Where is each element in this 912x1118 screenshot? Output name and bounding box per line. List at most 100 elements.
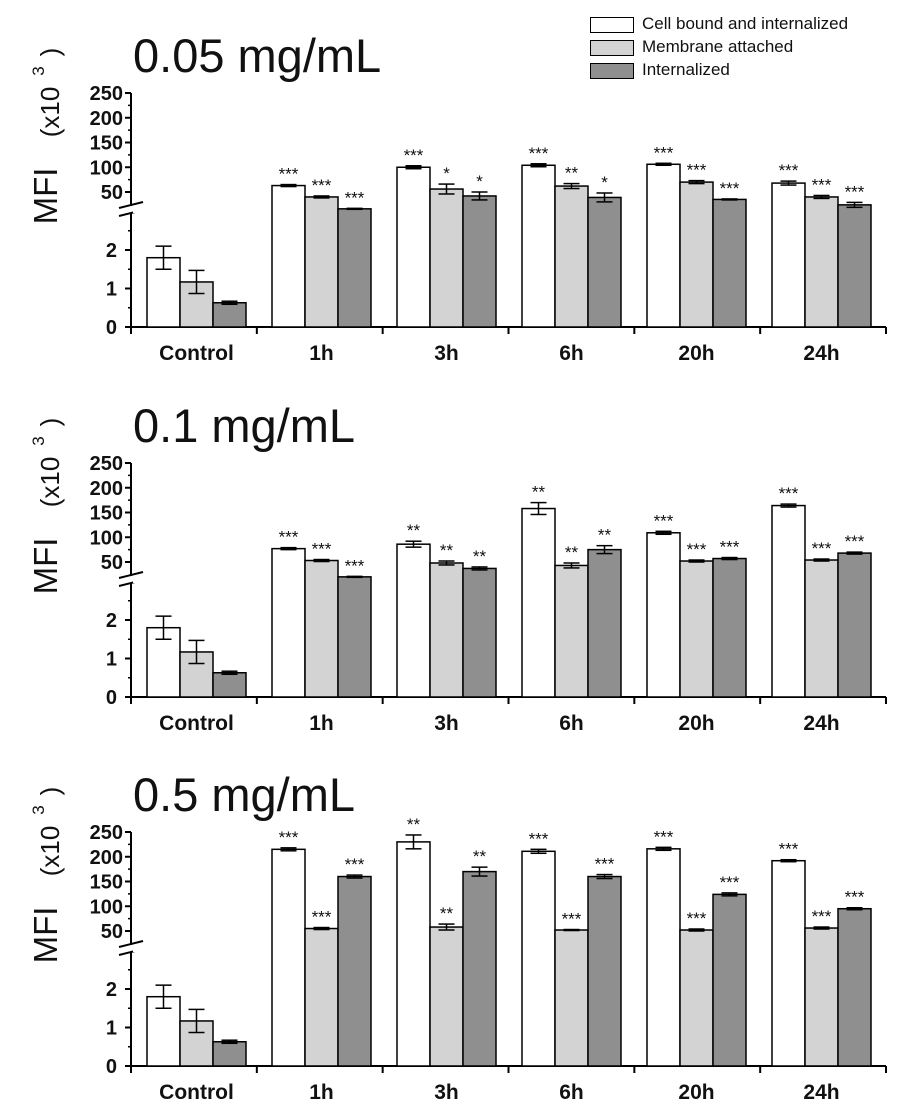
- bar: [304, 927, 339, 1067]
- y-axis-units: (x10: [35, 87, 65, 138]
- bar: [554, 185, 589, 328]
- legend-label: Membrane attached: [642, 37, 794, 56]
- y-tick-label: 100: [90, 527, 123, 549]
- y-tick-label: 250: [90, 822, 123, 844]
- significance-label: ***: [654, 827, 674, 846]
- significance-label: ***: [687, 540, 707, 559]
- x-tick-label: Control: [159, 342, 234, 365]
- bar: [771, 182, 806, 328]
- x-tick-label: 20h: [678, 342, 714, 365]
- bar: [429, 562, 464, 698]
- y-tick-label: 200: [90, 847, 123, 869]
- y-tick-label: 2: [106, 979, 117, 1001]
- bar: [521, 164, 556, 328]
- bar: [396, 166, 431, 328]
- y-axis-exponent: 3: [29, 436, 48, 445]
- bar: [304, 196, 339, 328]
- significance-label: ***: [779, 161, 799, 180]
- y-tick-label: 150: [90, 503, 123, 525]
- significance-label: ***: [720, 538, 740, 557]
- y-tick-label: 2: [106, 240, 117, 262]
- bar: [679, 181, 714, 328]
- x-tick-label: 1h: [309, 342, 334, 365]
- chart-panel: 0.5 mg/mLMFI(x103)50100150200250012Contr…: [27, 768, 887, 1104]
- axis-break-gap: [133, 946, 886, 952]
- significance-label: ***: [345, 188, 365, 207]
- significance-label: **: [440, 904, 454, 923]
- bar: [804, 196, 839, 328]
- x-tick-label: 20h: [678, 1081, 714, 1104]
- bar: [337, 576, 372, 698]
- legend-swatch: [590, 63, 634, 79]
- significance-label: ***: [845, 888, 865, 907]
- y-tick-label: 50: [101, 921, 123, 943]
- significance-label: ***: [654, 511, 674, 530]
- chart-title: 0.05 mg/mL: [133, 29, 381, 82]
- x-tick-label: 3h: [434, 712, 459, 735]
- significance-label: ***: [720, 179, 740, 198]
- bar: [212, 1040, 247, 1067]
- bar: [804, 559, 839, 698]
- y-axis-paren: ): [35, 787, 65, 796]
- bar: [462, 195, 497, 328]
- significance-label: ***: [562, 910, 582, 929]
- bar: [554, 564, 589, 698]
- y-axis-units: (x10: [35, 826, 65, 877]
- axis-break-gap: [133, 577, 886, 583]
- y-tick-label: 1: [106, 1018, 117, 1040]
- significance-label: ***: [779, 484, 799, 503]
- x-tick-label: 3h: [434, 1081, 459, 1104]
- bar: [554, 929, 589, 1067]
- x-tick-label: 1h: [309, 712, 334, 735]
- y-tick-label: 50: [101, 552, 123, 574]
- y-axis-label: MFI: [27, 907, 64, 964]
- x-tick-label: 6h: [559, 1081, 584, 1104]
- chart-panel: 0.1 mg/mLMFI(x103)50100150200250012Contr…: [27, 399, 887, 735]
- axis-break-gap: [133, 207, 886, 213]
- y-axis-units: (x10: [35, 457, 65, 508]
- y-axis-paren: ): [35, 418, 65, 427]
- significance-label: ***: [279, 165, 299, 184]
- bar: [837, 204, 872, 328]
- bar: [396, 543, 431, 698]
- bar: [271, 184, 306, 328]
- bar: [396, 841, 431, 1067]
- significance-label: ***: [312, 176, 332, 195]
- y-tick-label: 150: [90, 133, 123, 155]
- y-tick-label: 250: [90, 83, 123, 105]
- y-tick-label: 0: [106, 1056, 117, 1078]
- chart-title: 0.5 mg/mL: [133, 768, 355, 821]
- significance-label: ***: [845, 532, 865, 551]
- x-tick-label: 6h: [559, 712, 584, 735]
- chart-panel: 0.05 mg/mLMFI(x103)50100150200250012Cont…: [27, 29, 887, 365]
- y-tick-label: 200: [90, 478, 123, 500]
- bar: [712, 557, 747, 698]
- significance-label: ***: [845, 182, 865, 201]
- bar: [462, 870, 497, 1067]
- significance-label: *: [443, 164, 450, 183]
- x-tick-label: 24h: [803, 712, 839, 735]
- chart-title: 0.1 mg/mL: [133, 399, 355, 452]
- y-axis-paren: ): [35, 48, 65, 57]
- significance-label: **: [598, 526, 612, 545]
- x-tick-label: 24h: [803, 1081, 839, 1104]
- x-tick-label: Control: [159, 712, 234, 735]
- y-axis-label: MFI: [27, 168, 64, 225]
- legend-label: Cell bound and internalized: [642, 14, 849, 33]
- significance-label: **: [473, 547, 487, 566]
- bar: [587, 548, 622, 698]
- significance-label: *: [601, 173, 608, 192]
- significance-label: **: [440, 541, 454, 560]
- significance-label: ***: [595, 855, 615, 874]
- bar: [646, 532, 681, 698]
- bar: [521, 850, 556, 1067]
- bar: [271, 547, 306, 698]
- significance-label: ***: [279, 828, 299, 847]
- legend-swatch: [590, 40, 634, 56]
- significance-label: ***: [404, 146, 424, 165]
- y-tick-label: 0: [106, 317, 117, 339]
- significance-label: *: [476, 172, 483, 191]
- significance-label: ***: [529, 829, 549, 848]
- bar: [679, 929, 714, 1067]
